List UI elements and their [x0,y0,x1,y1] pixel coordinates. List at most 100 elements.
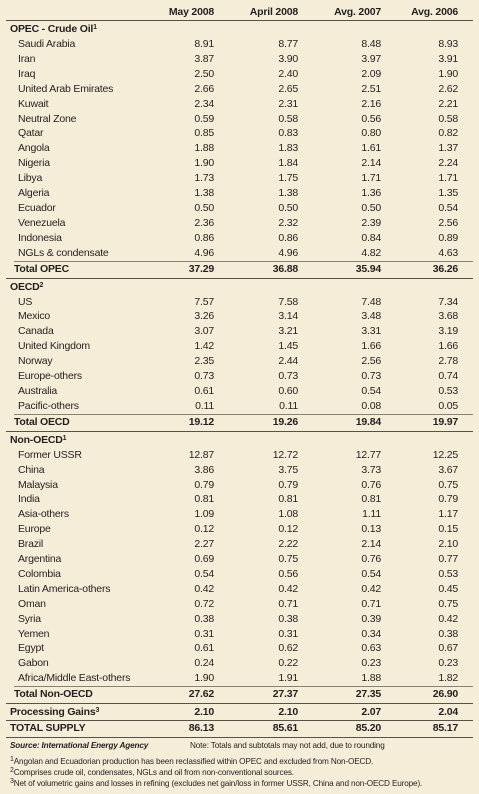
row-label: US [18,295,33,308]
column-header: Avg. 2007 [334,6,381,18]
cell-value: 1.88 [361,672,381,685]
cell-value: 8.91 [194,38,214,50]
cell-value: 3.07 [194,325,214,338]
row-label: Gabon [18,657,49,670]
cell-value: 0.38 [438,627,458,640]
cell-value: 0.77 [438,553,458,565]
cell-value: 2.36 [194,216,214,229]
row-label: Qatar [18,127,44,140]
row-label: Latin America-others [18,582,111,595]
cell-value: 2.04 [438,706,458,719]
cell-value: 2.35 [194,355,214,368]
cell-value: 3.87 [194,52,214,65]
cell-value: 2.44 [278,355,298,368]
cell-value: 0.54 [361,384,381,397]
cell-value: 1.71 [361,172,381,185]
total-label: Total OECD [14,415,70,428]
cell-value: 0.76 [361,478,381,491]
cell-value: 1.42 [194,340,214,353]
column-header: May 2008 [168,6,214,18]
total-value: 37.29 [188,262,214,275]
cell-value: 2.39 [361,216,381,229]
cell-value: 0.73 [361,370,381,382]
total-value: 27.62 [188,688,214,701]
cell-value: 2.40 [278,67,298,80]
total-value: 27.35 [355,688,381,701]
cell-value: 0.05 [438,399,458,412]
column-header: April 2008 [249,6,298,18]
row-label: Colombia [18,567,61,580]
cell-value: 0.89 [438,231,458,244]
cell-value: 1.11 [362,508,381,521]
cell-value: 0.15 [438,523,458,536]
footnote-mark: 2 [10,767,14,775]
row-label: NGLs & condensate [18,246,109,259]
cell-value: 0.67 [438,642,458,655]
cell-value: 0.12 [194,523,214,536]
cell-value: 0.75 [438,478,458,491]
row-label: India [18,493,40,506]
cell-value: 0.72 [194,597,214,610]
cell-value: 2.50 [194,67,214,80]
footnote: 3Net of volumetric gains and losses in r… [10,778,422,789]
cell-value: 1.38 [278,187,298,199]
cell-value: 2.66 [194,82,214,95]
cell-value: 2.56 [438,216,458,229]
cell-value: 1.08 [278,508,298,521]
row-label: United Arab Emirates [18,82,114,95]
row-label-text: Processing Gains [10,706,96,719]
section-title: Non-OECD1 [10,433,67,447]
rule [14,260,473,262]
total-value: 19.97 [432,415,458,428]
cell-value: 12.77 [355,448,381,461]
cell-value: 2.21 [438,97,458,110]
cell-value: 0.50 [361,201,381,214]
cell-value: 7.34 [438,295,458,308]
rule [14,413,473,415]
row-label: Asia-others [18,508,69,521]
cell-value: 2.78 [438,355,458,368]
footnote-mark: 3 [95,707,100,715]
cell-value: 3.48 [361,310,381,323]
cell-value: 0.54 [194,567,214,580]
cell-value: 4.96 [278,246,298,259]
cell-value: 0.81 [194,493,214,506]
cell-value: 3.14 [278,310,298,323]
rule [6,703,473,705]
cell-value: 1.75 [278,172,298,185]
cell-value: 0.71 [361,597,381,610]
cell-value: 0.61 [194,384,214,397]
total-label: Total OPEC [14,262,69,275]
row-label: Iran [18,52,36,65]
cell-value: 2.07 [361,706,381,719]
cell-value: 0.24 [194,657,214,670]
footnote: 2Comprises crude oil, condensates, NGLs … [10,767,294,778]
cell-value: 0.53 [438,384,458,397]
cell-value: 2.22 [278,538,298,551]
cell-value: 0.69 [194,553,214,565]
row-label: Processing Gains3 [10,705,99,719]
row-label: Indonesia [18,231,62,244]
cell-value: 3.68 [438,310,458,323]
cell-value: 0.56 [278,567,298,580]
cell-value: 3.19 [438,325,458,338]
total-value: 27.37 [272,688,298,701]
row-label: Norway [18,355,53,368]
cell-value: 0.11 [195,399,214,412]
cell-value: 0.12 [278,523,298,536]
rule [6,277,473,279]
cell-value: 0.54 [361,567,381,580]
row-label: Australia [18,384,58,397]
cell-value: 0.23 [361,657,381,670]
cell-value: 0.11 [279,399,298,412]
row-label: Europe [18,523,51,536]
cell-value: 1.84 [278,157,298,170]
column-header: Avg. 2006 [411,6,458,18]
row-label: Kuwait [18,97,49,110]
cell-value: 2.51 [361,82,381,95]
cell-value: 0.84 [361,231,381,244]
cell-value: 85.17 [432,722,458,735]
footnote: 1Angolan and Ecuadorian production has b… [10,756,373,767]
cell-value: 2.10 [438,538,458,551]
cell-value: 1.61 [361,142,381,155]
